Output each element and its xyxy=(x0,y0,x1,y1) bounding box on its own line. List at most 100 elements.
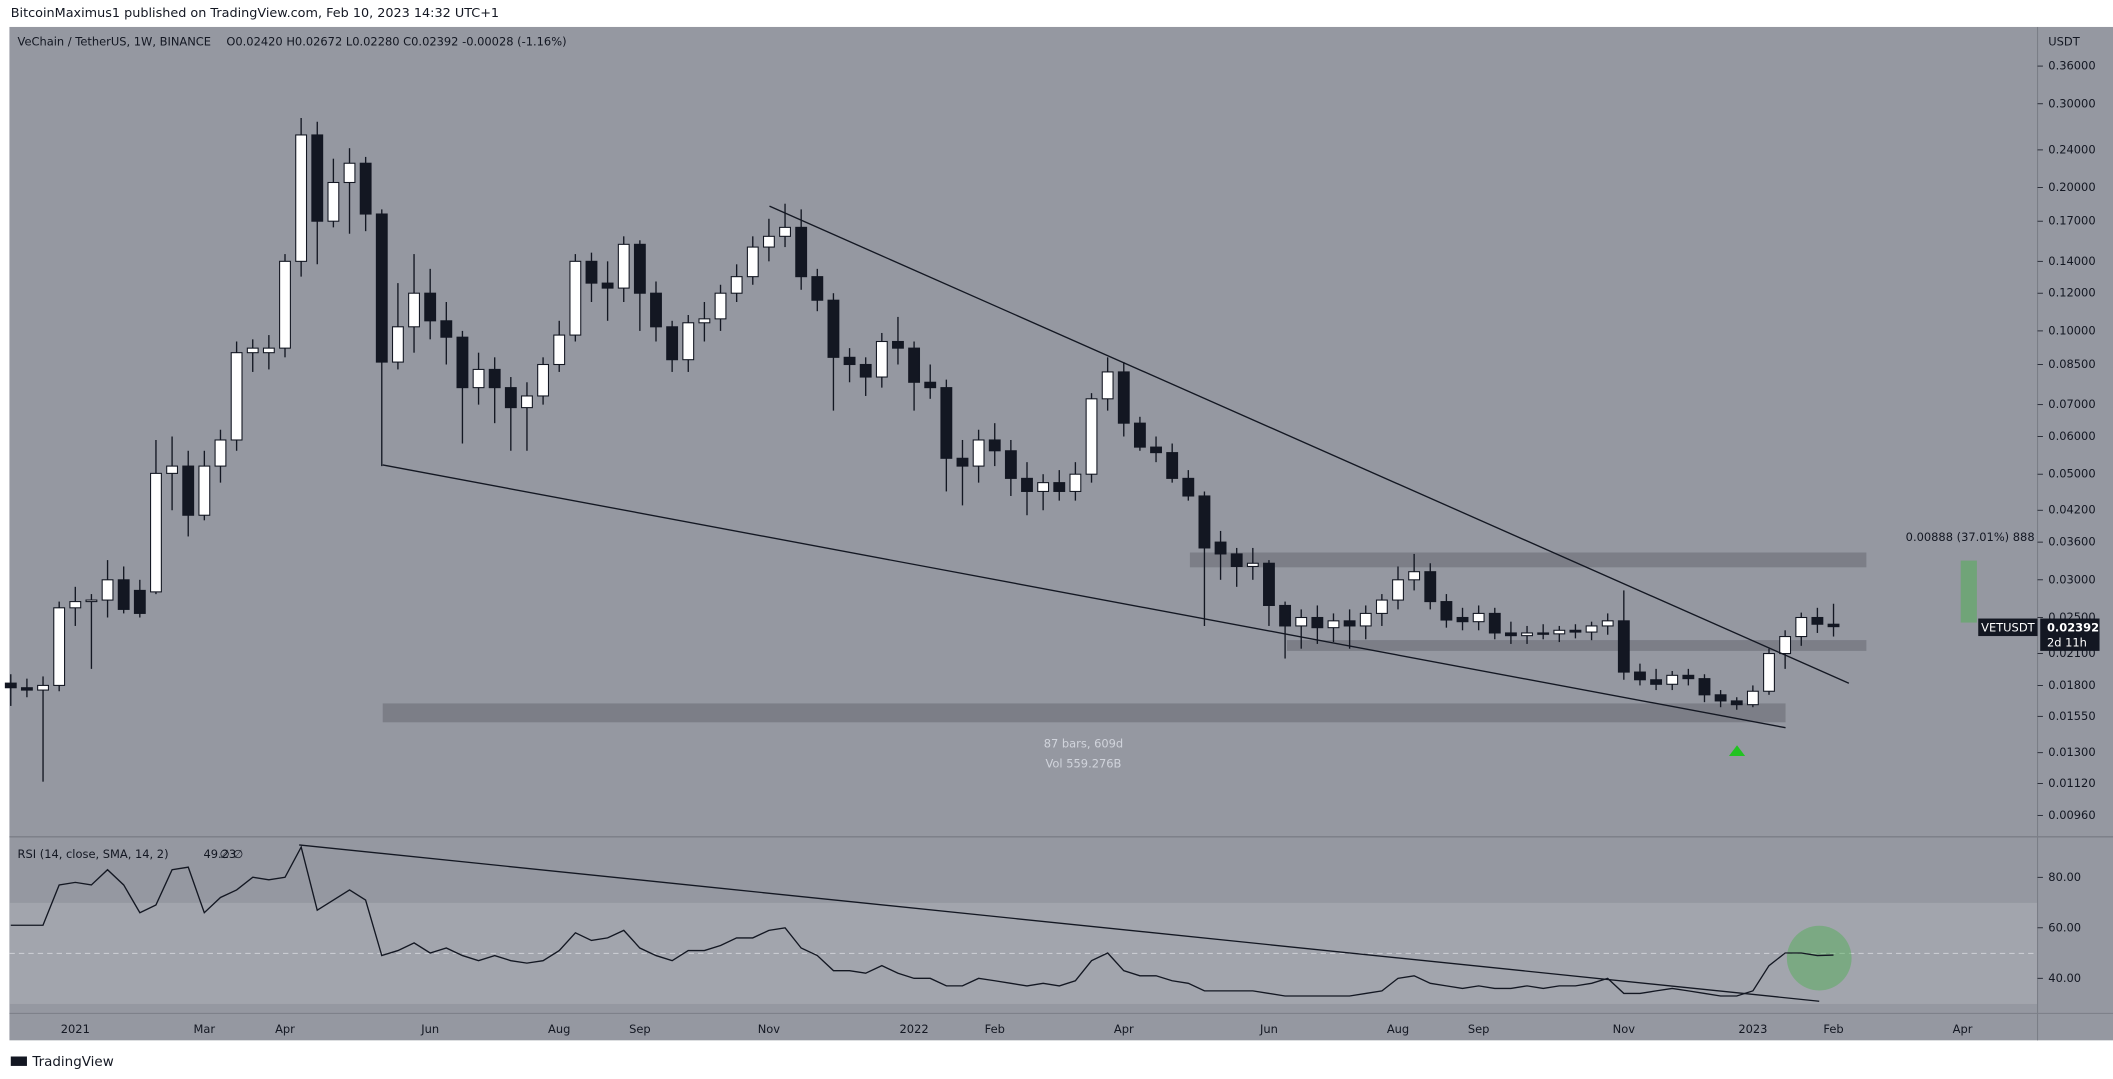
candle-body xyxy=(1714,694,1727,702)
candle-body xyxy=(391,326,404,363)
candle-body xyxy=(1456,616,1469,623)
rsi-value: 49.23 xyxy=(203,847,236,861)
candle-body xyxy=(940,387,953,459)
candle-body xyxy=(1521,632,1533,637)
y-tick-label: 60.00 xyxy=(2048,920,2081,934)
candle-body xyxy=(1230,553,1243,568)
y-tick-label: 0.03000 xyxy=(2048,572,2095,586)
rsi-trendline xyxy=(299,844,1820,1002)
candle-body xyxy=(633,243,646,294)
candle-body xyxy=(101,579,114,601)
candle-body xyxy=(311,134,324,222)
candle-body xyxy=(553,334,566,366)
y-tick-label: 0.07000 xyxy=(2048,397,2095,411)
symbol-tag: VETUSDT xyxy=(1981,620,2035,634)
symbol-title: VeChain / TetherUS, 1W, BINANCE xyxy=(18,34,211,48)
candle-body xyxy=(1827,623,1840,628)
candle-body xyxy=(617,243,630,289)
x-tick-label: Mar xyxy=(194,1022,216,1036)
candle-body xyxy=(827,299,840,358)
candle-body xyxy=(1392,579,1404,601)
y-tick-label: 0.12000 xyxy=(2048,286,2095,300)
candle-body xyxy=(1375,599,1388,614)
candle-body xyxy=(246,347,259,354)
candle-body xyxy=(20,687,33,691)
rsi-extra: ∅ ∅ xyxy=(220,847,244,861)
rsi-title: RSI (14, close, SMA, 14, 2) xyxy=(18,847,169,861)
plot xyxy=(4,118,1840,997)
candle-body xyxy=(262,347,275,354)
symbol-tag-bg xyxy=(1978,618,2038,637)
candle-body xyxy=(1069,473,1082,492)
candle-body xyxy=(972,439,985,467)
candle-body xyxy=(1553,629,1566,635)
candle-body xyxy=(230,352,243,441)
chart-bg xyxy=(9,26,2113,1041)
candle-body xyxy=(1617,620,1630,673)
y-tick-label: 0.20000 xyxy=(2048,180,2095,194)
y-tick-label: 0.17000 xyxy=(2048,214,2095,228)
candle-body xyxy=(1150,446,1162,454)
candle-body xyxy=(698,318,711,324)
candle-body xyxy=(1004,450,1017,479)
candle-body xyxy=(279,260,291,349)
y-tick-label: 0.02100 xyxy=(2048,646,2095,660)
candle-body xyxy=(601,282,614,289)
candle-body xyxy=(214,439,227,467)
candle-body xyxy=(488,368,501,389)
candle-body xyxy=(1166,452,1179,479)
candle-body xyxy=(1698,678,1711,696)
candle-body xyxy=(424,292,437,322)
candle-body xyxy=(650,292,662,328)
last-price: 0.02392 xyxy=(2047,620,2099,634)
y-tick-label: 0.06000 xyxy=(2048,429,2095,443)
candle-body xyxy=(1117,371,1130,424)
x-tick-label: Apr xyxy=(1953,1022,1973,1036)
candle-body xyxy=(1779,636,1792,655)
x-tick-label: Apr xyxy=(275,1022,295,1036)
candle-body xyxy=(892,340,904,349)
candle-body xyxy=(762,235,775,248)
candle-body xyxy=(988,439,1001,452)
candle-body xyxy=(1585,625,1598,633)
y-tick-label: 0.36000 xyxy=(2048,59,2095,73)
candle-body xyxy=(843,356,856,366)
candle-body xyxy=(585,260,598,284)
candle-body xyxy=(327,181,340,222)
candle-body xyxy=(133,589,146,614)
support-zone xyxy=(1286,640,1867,651)
footer-brand: TradingView xyxy=(31,1054,113,1070)
y-tick-label: 0.14000 xyxy=(2048,254,2095,268)
candle-body xyxy=(1488,612,1501,634)
candle-body xyxy=(924,381,937,389)
candle-body xyxy=(359,162,372,215)
candle-body xyxy=(1198,495,1211,549)
y-tick-label: 0.30000 xyxy=(2048,96,2095,110)
x-tick-label: Nov xyxy=(1613,1022,1636,1036)
candle-body xyxy=(1730,700,1743,706)
measure-range: 87 bars, 609d xyxy=(1044,736,1123,750)
candle-body xyxy=(4,682,17,689)
candle-body xyxy=(37,684,49,691)
y-tick-label: 0.08500 xyxy=(2048,357,2095,371)
x-tick-label: Feb xyxy=(985,1022,1005,1036)
candle-body xyxy=(537,363,550,397)
candle-body xyxy=(456,336,469,389)
candle-body xyxy=(472,368,485,389)
candle-body xyxy=(53,607,66,686)
publisher: BitcoinMaximus1 published on TradingView… xyxy=(11,6,499,21)
arrow-up xyxy=(1728,745,1746,756)
candle-body xyxy=(1763,653,1775,692)
rsi-line xyxy=(10,845,1834,997)
candle-body xyxy=(811,276,824,301)
candle-body xyxy=(1327,620,1340,629)
candle-body xyxy=(1311,616,1324,629)
candle-body xyxy=(150,472,162,593)
candle-body xyxy=(1795,616,1808,638)
candle-body xyxy=(343,162,356,184)
candle-body xyxy=(1279,604,1292,627)
range-zone xyxy=(382,703,1786,723)
candle-body xyxy=(1746,690,1759,706)
